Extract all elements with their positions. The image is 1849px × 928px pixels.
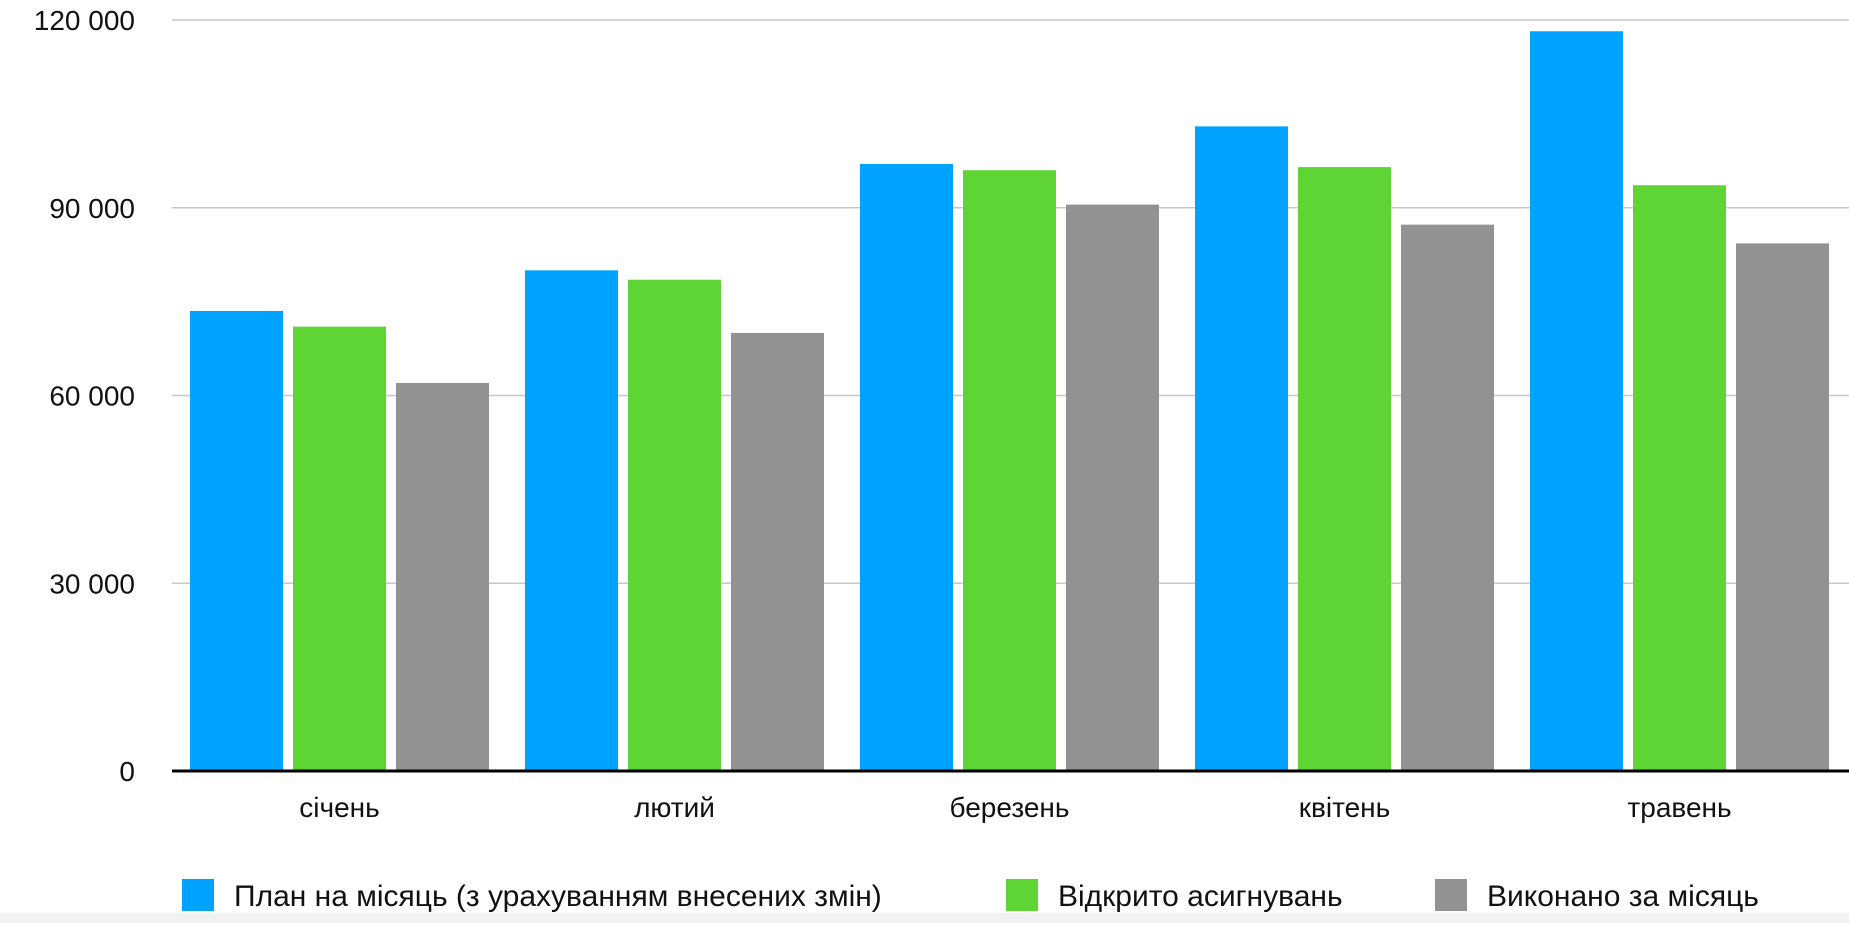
x-tick-label: березень — [950, 792, 1070, 823]
legend-label: Виконано за місяць — [1487, 880, 1759, 913]
y-tick-label: 60 000 — [49, 381, 135, 412]
x-tick-label: січень — [299, 792, 379, 823]
bars — [190, 31, 1829, 772]
bar — [628, 279, 721, 771]
bar — [1736, 243, 1829, 772]
y-tick-label: 120 000 — [34, 5, 135, 36]
x-axis-tick-labels: січень лютий березень квітень травень — [299, 792, 1731, 823]
legend-item: План на місяць (з урахуванням внесених з… — [182, 879, 882, 913]
bottom-edge-strip — [0, 913, 1849, 923]
legend-label: План на місяць (з урахуванням внесених з… — [234, 880, 882, 913]
y-tick-label: 90 000 — [49, 193, 135, 224]
legend-item: Виконано за місяць — [1435, 879, 1759, 913]
y-tick-label: 30 000 — [49, 568, 135, 599]
bar — [1633, 185, 1726, 772]
bar — [1401, 224, 1494, 771]
legend-swatch — [1435, 879, 1467, 911]
x-tick-label: квітень — [1299, 792, 1390, 823]
bar — [1195, 126, 1288, 772]
legend: План на місяць (з урахуванням внесених з… — [182, 879, 1759, 913]
bar — [1530, 31, 1623, 771]
x-tick-label: травень — [1627, 792, 1731, 823]
x-tick-label: лютий — [634, 792, 715, 823]
bar — [190, 311, 283, 771]
bar — [396, 382, 489, 771]
bar — [731, 332, 824, 771]
legend-swatch — [1006, 879, 1038, 911]
legend-item: Відкрито асигнувань — [1006, 879, 1343, 913]
bar — [963, 170, 1056, 771]
bar — [293, 326, 386, 771]
legend-label: Відкрито асигнувань — [1058, 880, 1343, 913]
bar — [525, 270, 618, 771]
bar — [1298, 167, 1391, 772]
legend-swatch — [182, 879, 214, 911]
bar — [1066, 204, 1159, 771]
y-axis-tick-labels: 0 30 000 60 000 90 000 120 000 — [34, 5, 135, 787]
bar — [860, 163, 953, 772]
y-tick-label: 0 — [119, 756, 135, 787]
